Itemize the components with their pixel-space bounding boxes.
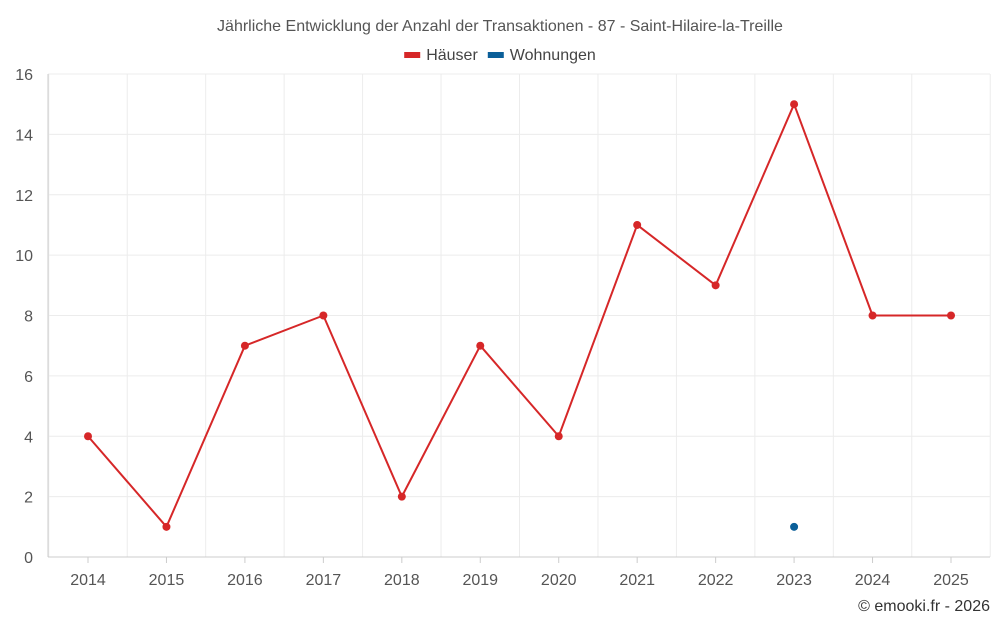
y-tick-label: 16	[15, 67, 33, 84]
series-line-0	[87, 103, 951, 528]
y-tick-label: 6	[24, 369, 33, 386]
x-tick-label: 2025	[933, 572, 969, 589]
x-tick-label: 2019	[462, 572, 498, 589]
x-tick-label: 2021	[619, 572, 655, 589]
data-point[interactable]	[868, 311, 877, 320]
data-point[interactable]	[711, 281, 720, 290]
x-tick-label: 2016	[227, 572, 263, 589]
chart-title: Jährliche Entwicklung der Anzahl der Tra…	[217, 18, 783, 35]
legend-label: Häuser	[426, 47, 478, 64]
x-tick-label: 2017	[306, 572, 342, 589]
y-tick-label: 0	[24, 550, 33, 567]
data-point[interactable]	[84, 432, 92, 441]
data-point[interactable]	[633, 220, 642, 229]
y-tick-label: 10	[15, 248, 33, 265]
data-point[interactable]	[397, 492, 406, 501]
data-point[interactable]	[947, 311, 955, 320]
data-point[interactable]	[162, 522, 171, 531]
x-tick-label: 2015	[149, 572, 185, 589]
data-point[interactable]	[790, 522, 799, 531]
data-point[interactable]	[790, 100, 799, 109]
x-tick-label: 2018	[384, 572, 420, 589]
data-point[interactable]	[319, 311, 328, 320]
x-tick-label: 2020	[541, 572, 577, 589]
legend-swatch	[487, 52, 504, 58]
credit-text: © emooki.fr - 2026	[858, 598, 990, 615]
legend: Häuser Wohnungen	[404, 47, 596, 64]
x-tick-label: 2014	[70, 572, 106, 589]
data-point[interactable]	[554, 432, 563, 441]
x-tick-label: 2022	[698, 572, 734, 589]
series-layer	[84, 100, 955, 531]
data-point[interactable]	[240, 341, 249, 350]
x-tick-label: 2023	[776, 572, 812, 589]
y-tick-label: 14	[15, 127, 33, 144]
y-tick-label: 12	[15, 188, 33, 205]
legend-label: Wohnungen	[510, 47, 596, 64]
y-tick-label: 8	[24, 309, 33, 326]
y-tick-label: 4	[24, 429, 33, 446]
data-point[interactable]	[476, 341, 485, 350]
grid-lines	[48, 73, 991, 558]
legend-item-0[interactable]: Häuser	[404, 47, 478, 64]
x-tick-label: 2024	[855, 572, 891, 589]
y-tick-label: 2	[24, 490, 33, 507]
legend-item-1[interactable]: Wohnungen	[487, 47, 596, 64]
axes: 0 2 4 6 8 10 12 14 16 2014 2015 2016 2017 2018 2019 202…	[15, 67, 990, 589]
legend-swatch	[404, 52, 421, 58]
